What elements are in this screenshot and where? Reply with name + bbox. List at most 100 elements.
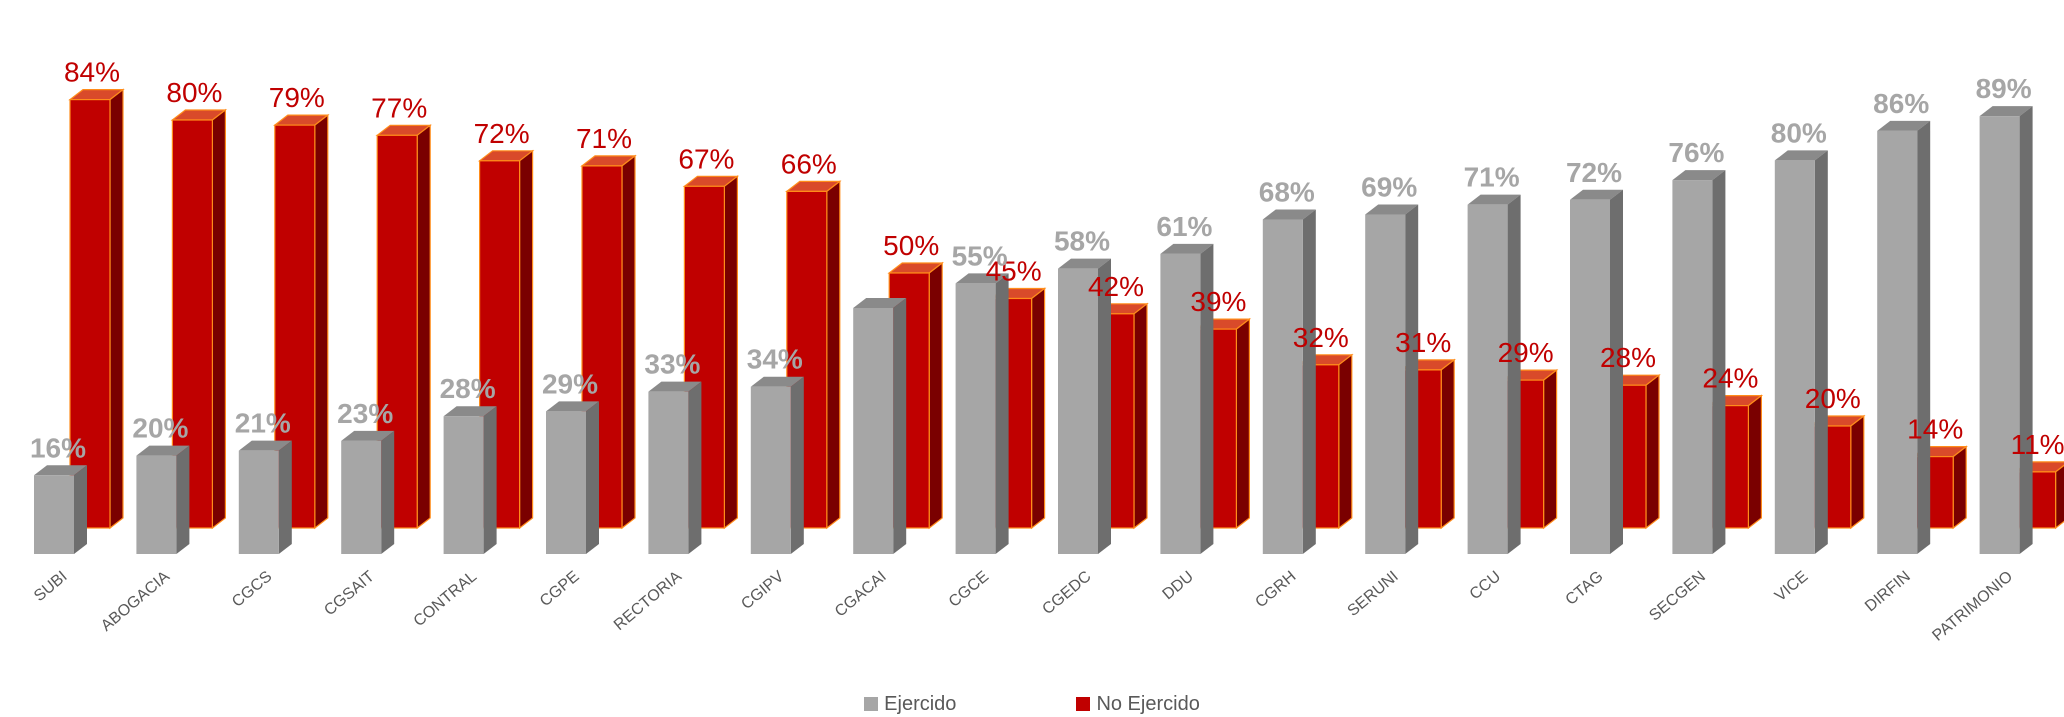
bar-ejercido-4-front — [443, 416, 484, 554]
series-ejercido — [34, 106, 2033, 555]
bar-ejercido-3 — [341, 430, 395, 554]
bar-chart: 84% 16% 80% 20% 79% 21% 77% 23% 72% 28% 71% 29% 67% 3… — [30, 57, 2064, 645]
bar-ejercido-4-side — [483, 406, 497, 554]
data-label-ejercido-11: 61% — [1156, 211, 1212, 242]
bar-no-ejercido-16-side — [1747, 394, 1763, 530]
bar-ejercido-7 — [750, 376, 804, 554]
category-label-4: CONTRAL — [411, 568, 481, 630]
bar-ejercido-10-top — [1058, 258, 1111, 269]
bar-no-ejercido-14-side — [1542, 368, 1558, 530]
category-label-10: CGEDC — [1039, 568, 1094, 618]
bar-no-ejercido-0 — [68, 88, 125, 530]
bar-no-ejercido-5-side — [621, 154, 636, 530]
bar-ejercido-0-side — [74, 465, 87, 554]
category-label-7: CGIPV — [738, 568, 787, 613]
bar-ejercido-12-side — [1302, 209, 1316, 554]
bar-no-ejercido-18-side — [1952, 445, 1967, 530]
category-label-15: CTAG — [1563, 568, 1607, 609]
bar-ejercido-15-front — [1570, 199, 1610, 554]
legend-item-no-ejercido: No Ejercido — [1076, 692, 1200, 716]
bar-no-ejercido-0-side — [109, 88, 124, 530]
bar-ejercido-18-side — [1917, 120, 1931, 554]
bar-ejercido-14 — [1467, 194, 1521, 554]
data-label-ejercido-0: 16% — [30, 432, 86, 463]
bar-ejercido-5-front — [546, 411, 586, 554]
data-label-no-ejercido-7: 66% — [781, 148, 837, 179]
data-label-ejercido-16: 76% — [1668, 137, 1724, 168]
data-label-no-ejercido-11: 39% — [1190, 286, 1246, 317]
bar-no-ejercido-0-front — [69, 98, 111, 529]
bar-ejercido-9-side — [995, 273, 1009, 554]
bar-ejercido-13 — [1365, 204, 1419, 554]
data-label-no-ejercido-19: 11% — [2011, 429, 2064, 460]
data-label-no-ejercido-1: 80% — [166, 77, 222, 108]
bar-ejercido-14-top — [1467, 194, 1521, 205]
bar-ejercido-18-front — [1877, 130, 1918, 554]
bar-no-ejercido-2-side — [314, 113, 329, 530]
data-label-ejercido-7: 34% — [747, 344, 803, 375]
data-label-ejercido-19: 89% — [1976, 73, 2032, 104]
data-label-ejercido-17: 80% — [1771, 117, 1827, 148]
legend-item-ejercido: Ejercido — [864, 692, 956, 716]
category-label-8: CGACAI — [832, 568, 890, 620]
bar-ejercido-6-front — [648, 391, 689, 554]
series-no-ejercido — [68, 88, 2064, 530]
bar-ejercido-9-front — [955, 283, 996, 554]
data-label-ejercido-14: 71% — [1464, 162, 1520, 193]
data-label-ejercido-12: 68% — [1259, 176, 1315, 207]
category-label-16: SECGEN — [1646, 568, 1709, 624]
bar-ejercido-11 — [1160, 243, 1214, 554]
bar-ejercido-18-top — [1877, 120, 1931, 131]
legend-label-no-ejercido: No Ejercido — [1096, 692, 1200, 715]
bar-ejercido-4 — [443, 406, 497, 554]
bar-ejercido-10-side — [1098, 258, 1111, 554]
bar-ejercido-11-front — [1160, 253, 1201, 554]
bar-no-ejercido-9-side — [1030, 287, 1046, 530]
category-label-5: CGPE — [537, 568, 583, 610]
bar-ejercido-15-top — [1570, 189, 1623, 200]
bar-ejercido-8-side — [893, 298, 907, 554]
data-label-ejercido-1: 20% — [132, 413, 188, 444]
bar-ejercido-2-front — [238, 450, 279, 554]
bar-no-ejercido-19-side — [2055, 464, 2064, 530]
bar-ejercido-7-front — [750, 386, 791, 554]
category-label-14: CCU — [1467, 568, 1504, 603]
bar-ejercido-5-top — [546, 401, 599, 412]
data-label-no-ejercido-16: 24% — [1702, 363, 1758, 394]
bar-ejercido-7-side — [790, 376, 804, 554]
bar-ejercido-19-side — [2019, 106, 2033, 555]
category-label-9: CGCE — [946, 568, 992, 611]
bar-no-ejercido-10-side — [1133, 302, 1148, 530]
data-label-no-ejercido-18: 14% — [1907, 414, 1963, 445]
data-label-no-ejercido-3: 77% — [371, 92, 427, 123]
data-label-ejercido-4: 28% — [440, 373, 496, 404]
bar-ejercido-2-side — [278, 440, 292, 554]
bar-no-ejercido-15-side — [1645, 373, 1660, 530]
data-label-no-ejercido-6: 67% — [678, 143, 734, 174]
bar-ejercido-19 — [1979, 106, 2033, 555]
bar-ejercido-2 — [238, 440, 292, 554]
data-label-no-ejercido-2: 79% — [269, 82, 325, 113]
data-label-no-ejercido-5: 71% — [576, 123, 632, 154]
bar-no-ejercido-3 — [375, 124, 432, 530]
bar-ejercido-7-top — [750, 376, 804, 387]
bar-ejercido-12-front — [1262, 219, 1303, 554]
data-label-no-ejercido-10: 42% — [1088, 271, 1144, 302]
bar-ejercido-12-top — [1262, 209, 1316, 220]
bar-no-ejercido-13-side — [1440, 358, 1455, 530]
legend-label-ejercido: Ejercido — [884, 692, 957, 715]
bar-no-ejercido-4-side — [518, 149, 534, 530]
data-label-ejercido-15: 72% — [1566, 157, 1622, 188]
bar-ejercido-19-front — [1979, 116, 2020, 555]
bar-ejercido-6 — [648, 381, 702, 554]
data-label-ejercido-10: 58% — [1054, 226, 1110, 257]
bar-ejercido-16-front — [1672, 180, 1713, 554]
bar-ejercido-1-side — [176, 445, 190, 554]
bar-no-ejercido-17-side — [1850, 414, 1865, 530]
bar-ejercido-0 — [34, 465, 87, 554]
category-label-18: DIRFIN — [1862, 568, 1914, 615]
bar-ejercido-10 — [1058, 258, 1111, 554]
data-label-no-ejercido-15: 28% — [1600, 342, 1656, 373]
bar-no-ejercido-1-side — [211, 108, 226, 530]
bar-ejercido-11-side — [1200, 243, 1214, 554]
